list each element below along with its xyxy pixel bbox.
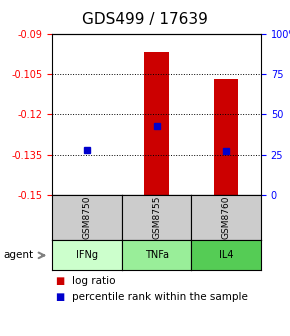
Text: GSM8750: GSM8750	[82, 196, 92, 239]
Text: GDS499 / 17639: GDS499 / 17639	[82, 12, 208, 27]
Text: TNFa: TNFa	[145, 250, 168, 260]
Text: log ratio: log ratio	[72, 276, 116, 286]
Text: ■: ■	[55, 292, 64, 302]
Bar	[214, 79, 238, 195]
Text: IL4: IL4	[219, 250, 233, 260]
Text: GSM8760: GSM8760	[222, 196, 231, 239]
Bar	[144, 52, 169, 195]
Text: IFNg: IFNg	[76, 250, 98, 260]
Text: agent: agent	[3, 250, 33, 260]
Text: percentile rank within the sample: percentile rank within the sample	[72, 292, 248, 302]
Text: ■: ■	[55, 276, 64, 286]
Text: GSM8755: GSM8755	[152, 196, 161, 239]
